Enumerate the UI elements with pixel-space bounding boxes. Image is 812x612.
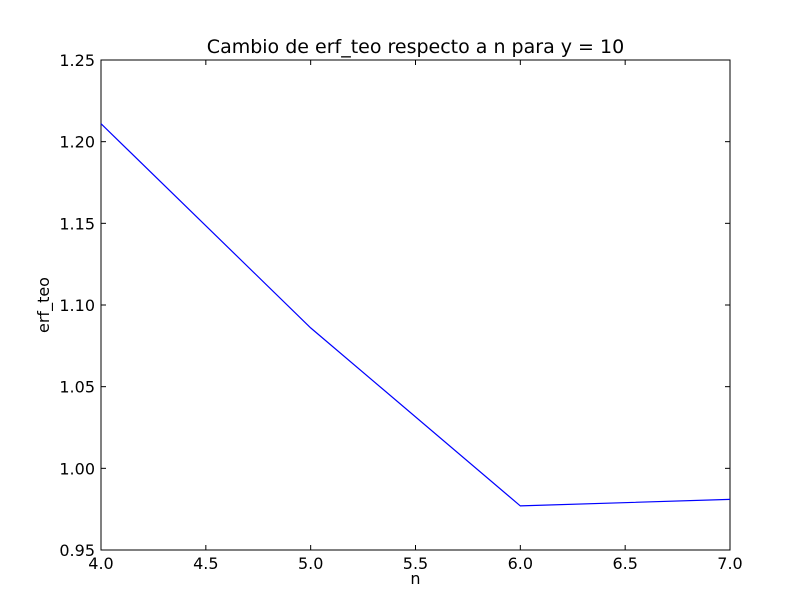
chart-title: Cambio de erf_teo respecto a n para y = … <box>207 36 624 58</box>
x-tick-label: 6.5 <box>612 554 637 573</box>
y-tick-label: 1.05 <box>59 378 95 397</box>
y-tick-label: 1.10 <box>59 296 95 315</box>
x-axis-label: n <box>410 569 420 588</box>
y-tick-label: 1.00 <box>59 459 95 478</box>
x-tick-label: 5.0 <box>298 554 323 573</box>
x-tick-label: 4.0 <box>88 554 113 573</box>
y-tick-label: 0.95 <box>59 541 95 560</box>
y-tick-label: 1.25 <box>59 51 95 70</box>
y-axis-label: erf_teo <box>34 277 54 333</box>
x-tick-label: 5.5 <box>403 554 428 573</box>
series-layer <box>100 123 731 507</box>
plot-area <box>100 59 731 551</box>
x-tick-label: 6.0 <box>508 554 533 573</box>
y-tick-label: 1.20 <box>59 133 95 152</box>
y-tick-label: 1.15 <box>59 214 95 233</box>
series-line <box>100 123 731 507</box>
x-axis-ticks: 4.0 4.5 5.0 5.5 6.0 6.5 7.0 <box>88 60 743 573</box>
x-tick-label: 4.5 <box>193 554 218 573</box>
y-axis-ticks: 0.95 1.00 1.05 1.10 1.15 1.20 1.25 <box>59 51 730 560</box>
x-tick-label: 7.0 <box>717 554 742 573</box>
